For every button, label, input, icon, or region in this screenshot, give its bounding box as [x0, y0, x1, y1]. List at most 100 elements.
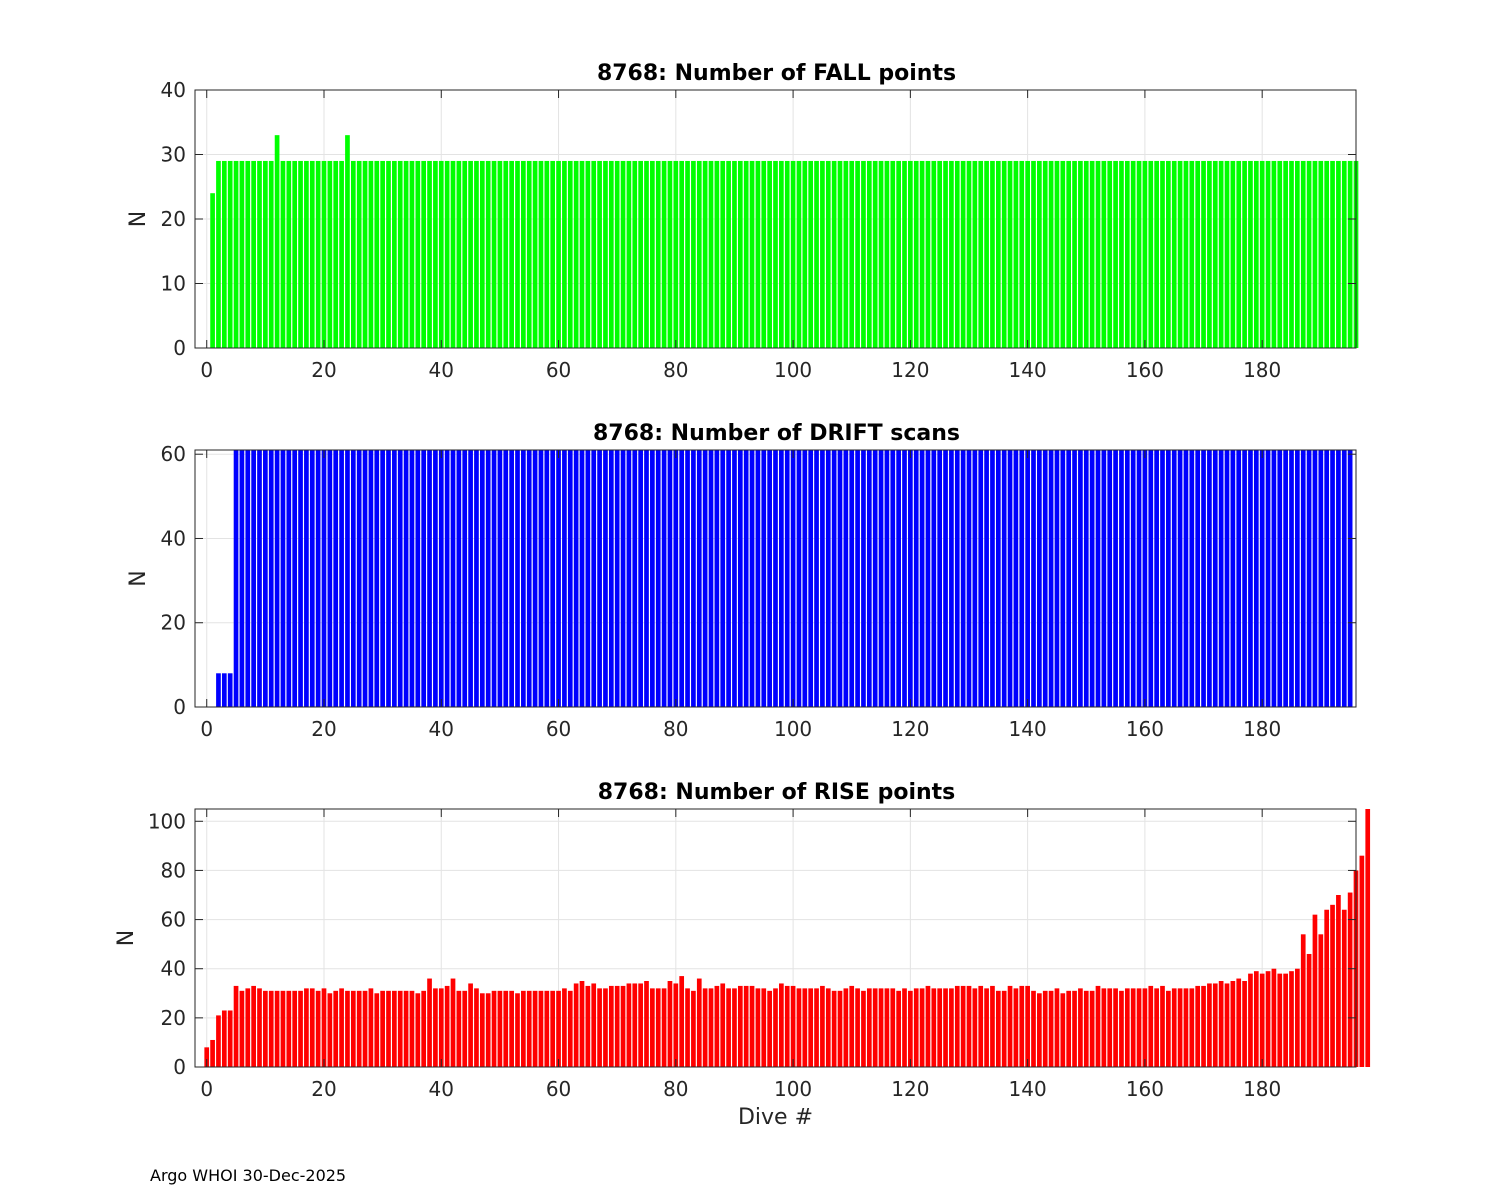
- bar: [1060, 993, 1066, 1067]
- bar: [315, 160, 321, 348]
- bar: [1119, 160, 1124, 348]
- bar: [1031, 450, 1036, 707]
- bar: [509, 160, 514, 348]
- bar: [1347, 450, 1353, 707]
- bar: [755, 450, 761, 707]
- x-tick-label: 60: [546, 717, 571, 741]
- bar: [673, 160, 679, 348]
- bar: [1072, 160, 1077, 348]
- bar: [526, 450, 532, 707]
- bar: [943, 988, 948, 1067]
- bar: [1230, 160, 1236, 348]
- bar: [1359, 855, 1365, 1067]
- bar: [1330, 450, 1335, 707]
- bar: [708, 450, 714, 707]
- bar: [872, 160, 878, 348]
- bar: [1248, 973, 1253, 1067]
- bar: [749, 160, 755, 348]
- bar: [767, 990, 772, 1067]
- bar: [263, 450, 268, 707]
- bar: [456, 160, 462, 348]
- bar: [403, 990, 409, 1067]
- bar: [550, 450, 556, 707]
- chart-rise-points: 0 20 40 60 80 100 120 140 160 180 0 20 40 60 80 100 8768…: [114, 780, 1371, 1130]
- bar: [1341, 160, 1347, 348]
- bar: [362, 450, 368, 707]
- bar: [532, 450, 538, 707]
- bar: [456, 450, 462, 707]
- bar: [866, 160, 872, 348]
- y-tick-label: 10: [161, 272, 186, 296]
- bar: [333, 990, 339, 1067]
- bar: [1171, 160, 1177, 348]
- bar: [1312, 914, 1318, 1067]
- y-axis-label: N: [114, 930, 139, 946]
- x-tick-label: 120: [891, 1077, 929, 1101]
- bar: [1054, 450, 1060, 707]
- bar: [796, 450, 802, 707]
- bar: [855, 160, 860, 348]
- bar: [597, 450, 602, 707]
- bar: [696, 978, 702, 1067]
- bar: [515, 160, 520, 348]
- bar: [884, 160, 890, 348]
- bar: [679, 450, 685, 707]
- bar: [995, 450, 1001, 707]
- bar: [1083, 990, 1089, 1067]
- bar: [691, 160, 696, 348]
- bar: [1119, 990, 1124, 1067]
- bar: [1095, 985, 1101, 1067]
- bar: [556, 450, 561, 707]
- bar: [960, 450, 966, 707]
- bar: [597, 160, 602, 348]
- x-tick-label: 160: [1126, 358, 1164, 382]
- y-tick-label: 40: [161, 78, 186, 102]
- bar: [1236, 978, 1242, 1067]
- x-tick-label: 60: [546, 358, 571, 382]
- bar: [421, 990, 427, 1067]
- bar: [1248, 160, 1253, 348]
- bar: [503, 990, 509, 1067]
- bar: [286, 160, 292, 348]
- bar: [556, 990, 561, 1067]
- bar: [960, 160, 966, 348]
- bar: [784, 985, 790, 1067]
- bar: [943, 160, 948, 348]
- bar: [685, 450, 690, 707]
- bar: [368, 450, 374, 707]
- bar: [567, 450, 573, 707]
- bar: [409, 990, 415, 1067]
- bar: [638, 983, 643, 1067]
- bar: [1271, 160, 1277, 348]
- y-axis-label: N: [126, 570, 151, 586]
- bar: [374, 160, 380, 348]
- bar: [878, 988, 884, 1067]
- bar: [820, 160, 825, 348]
- bar: [368, 988, 374, 1067]
- bar: [462, 990, 468, 1067]
- bar: [221, 673, 227, 707]
- bar: [708, 988, 714, 1067]
- bar: [462, 160, 468, 348]
- bar: [1078, 988, 1083, 1067]
- bar: [216, 673, 221, 707]
- bar: [1007, 160, 1013, 348]
- x-tick-label: 0: [200, 358, 213, 382]
- bar: [644, 160, 649, 348]
- bar: [573, 983, 579, 1067]
- bar: [685, 160, 690, 348]
- bar: [608, 450, 614, 707]
- bar: [1142, 988, 1148, 1067]
- bar: [1054, 988, 1060, 1067]
- bar: [562, 450, 567, 707]
- bar: [356, 160, 362, 348]
- bar: [749, 985, 755, 1067]
- bar: [1201, 450, 1206, 707]
- bar: [327, 160, 333, 348]
- bar: [978, 450, 984, 707]
- bar: [1019, 985, 1025, 1067]
- chart-title: 8768: Number of RISE points: [598, 780, 956, 805]
- bar: [1236, 450, 1242, 707]
- bar: [820, 985, 825, 1067]
- bar: [1154, 450, 1159, 707]
